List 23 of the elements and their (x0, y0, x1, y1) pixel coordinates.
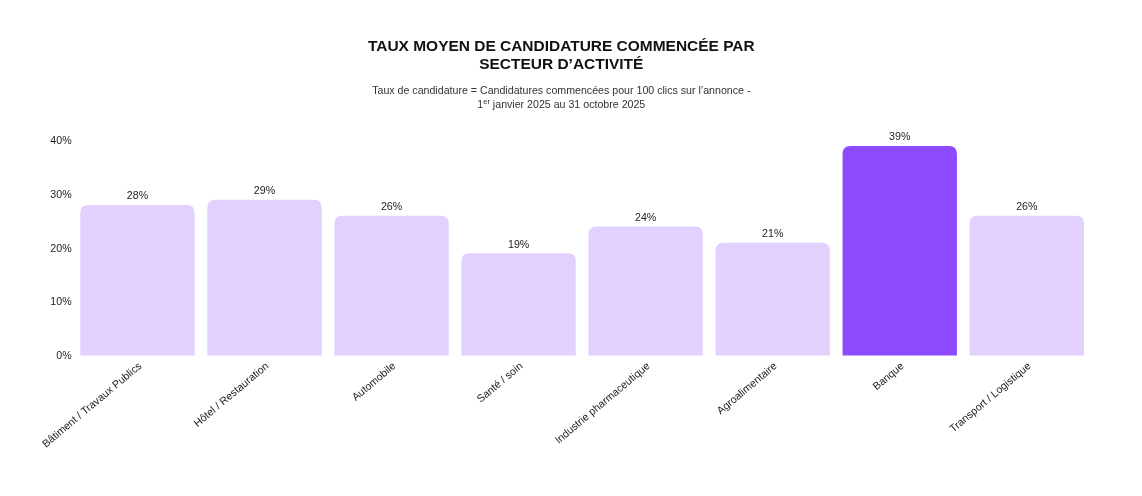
bar (842, 145, 957, 356)
data-label: 26% (380, 199, 403, 212)
y-tick-label: 0% (56, 349, 73, 362)
data-label: 24% (635, 210, 657, 223)
bar (80, 205, 195, 356)
data-label: 19% (507, 237, 530, 250)
data-label: 39% (889, 130, 911, 143)
data-label: 21% (762, 226, 784, 239)
y-tick-label: 30% (50, 188, 73, 201)
chart-subtitle: Taux de candidature = Candidatures commencées pour 100 clics sur l’annonce - 1$^{er}$ janvier 2025 au 31 octobre 2025 (372, 84, 751, 110)
y-tick-label: 40% (50, 134, 73, 147)
chart-title: TAUX MOYEN DE CANDIDATURE COMMENCÉE PAR SECTEUR D’ACTIVITÉ (367, 36, 755, 72)
data-label: 28% (126, 189, 149, 202)
bar (588, 226, 703, 356)
bar (207, 199, 322, 356)
data-label: 29% (253, 183, 276, 196)
y-tick-label: 20% (50, 241, 73, 254)
data-label: 26% (1016, 199, 1038, 212)
bar (715, 242, 830, 356)
bar (969, 215, 1084, 356)
y-tick-label: 10% (50, 295, 73, 308)
bar (461, 253, 576, 356)
bar (334, 215, 449, 356)
